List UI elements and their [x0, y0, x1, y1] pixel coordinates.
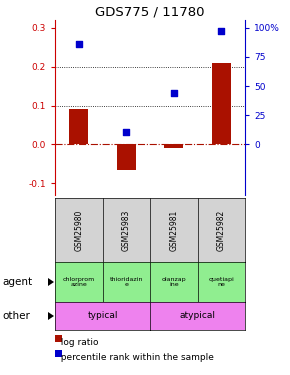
Text: percentile rank within the sample: percentile rank within the sample — [55, 353, 214, 362]
Text: chlorprom
azine: chlorprom azine — [63, 277, 95, 287]
Bar — [212, 63, 231, 144]
Bar — [164, 144, 183, 147]
Text: agent: agent — [2, 277, 32, 287]
Text: GSM25981: GSM25981 — [169, 209, 178, 251]
Text: atypical: atypical — [180, 312, 215, 321]
Bar — [69, 110, 88, 144]
Polygon shape — [48, 278, 54, 286]
Text: olanzap
ine: olanzap ine — [162, 277, 186, 287]
Text: thioridazin
e: thioridazin e — [110, 277, 143, 287]
Point — [171, 90, 176, 96]
Text: quetiapi
ne: quetiapi ne — [209, 277, 234, 287]
Text: GSM25982: GSM25982 — [217, 209, 226, 251]
Point — [124, 129, 128, 135]
Title: GDS775 / 11780: GDS775 / 11780 — [95, 6, 205, 19]
Point — [77, 41, 81, 47]
Text: other: other — [2, 311, 30, 321]
Polygon shape — [48, 312, 54, 320]
Bar — [117, 144, 136, 170]
Point — [219, 28, 224, 34]
Text: GSM25980: GSM25980 — [74, 209, 83, 251]
Text: log ratio: log ratio — [55, 338, 99, 347]
Text: typical: typical — [87, 312, 118, 321]
Text: GSM25983: GSM25983 — [122, 209, 131, 251]
